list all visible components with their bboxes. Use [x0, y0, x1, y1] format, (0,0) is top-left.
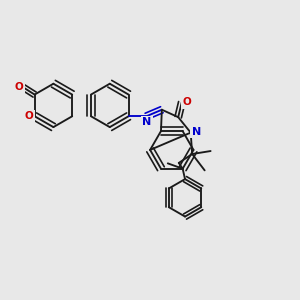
Text: N: N — [192, 127, 201, 137]
Text: O: O — [182, 97, 191, 107]
Text: O: O — [25, 111, 33, 121]
Text: N: N — [142, 117, 151, 127]
Text: O: O — [15, 82, 23, 92]
